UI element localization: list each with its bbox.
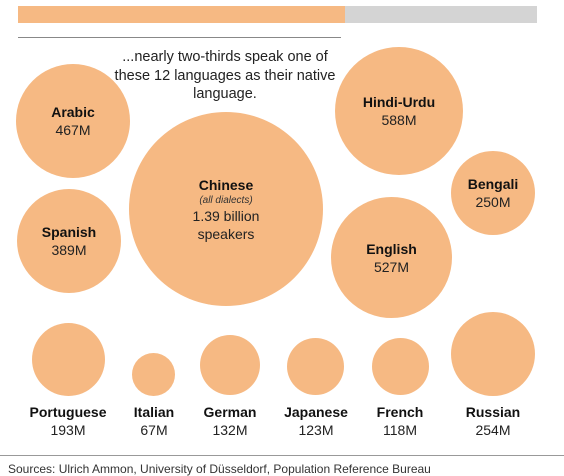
language-name: Portuguese — [29, 404, 107, 420]
speaker-count-unit: speakers — [197, 225, 255, 242]
bubble-english: English 527M — [331, 197, 452, 318]
language-name: Japanese — [284, 404, 348, 420]
share-bar-fill — [18, 6, 345, 23]
speaker-count: 67M — [140, 422, 168, 438]
share-bar — [18, 6, 537, 23]
language-name: Arabic — [51, 104, 95, 120]
speaker-count: 193M — [50, 422, 86, 438]
intro-text: ...nearly two-thirds speak one of these … — [114, 49, 336, 102]
label-portuguese: Portuguese 193M — [13, 403, 123, 439]
speaker-count: 467M — [55, 122, 91, 138]
bubble-arabic: Arabic 467M — [16, 64, 130, 178]
label-japanese: Japanese 123M — [261, 403, 371, 439]
footer-divider — [0, 455, 564, 456]
language-name: French — [376, 404, 424, 420]
language-name: Russian — [465, 404, 521, 420]
speaker-count: 588M — [381, 112, 417, 128]
language-name: Bengali — [467, 176, 519, 192]
label-italian: Italian 67M — [99, 403, 209, 439]
speaker-count: 123M — [298, 422, 334, 438]
bubble-japanese — [287, 338, 344, 395]
language-name: Italian — [133, 404, 175, 420]
speaker-count: 132M — [212, 422, 248, 438]
language-name: German — [203, 404, 257, 420]
label-french: French 118M — [345, 403, 455, 439]
bubble-german — [200, 335, 260, 395]
language-name: Chinese — [198, 176, 254, 193]
source-note: Sources: Ulrich Ammon, University of Düs… — [8, 462, 431, 476]
speaker-count: 389M — [51, 242, 87, 258]
language-note: (all dialects) — [199, 194, 253, 206]
language-name: Spanish — [41, 224, 97, 240]
speaker-count: 118M — [383, 422, 417, 438]
divider — [18, 37, 341, 38]
speaker-count: 1.39 billion — [192, 207, 260, 224]
bubble-french — [372, 338, 429, 395]
bubble-italian — [132, 353, 175, 396]
speaker-count: 254M — [475, 422, 511, 438]
bubble-bengali: Bengali 250M — [451, 151, 535, 235]
bubble-russian — [451, 312, 535, 396]
language-name: Hindi-Urdu — [362, 94, 436, 110]
bubble-hindi-urdu: Hindi-Urdu 588M — [335, 47, 463, 175]
speaker-count: 250M — [475, 194, 511, 210]
label-russian: Russian 254M — [438, 403, 548, 439]
speaker-count: 527M — [373, 258, 410, 275]
label-german: German 132M — [175, 403, 285, 439]
bubble-spanish: Spanish 389M — [17, 189, 121, 293]
language-name: English — [366, 240, 417, 257]
bubble-portuguese — [32, 323, 105, 396]
bubble-chinese: Chinese (all dialects) 1.39 billion spea… — [129, 112, 323, 306]
